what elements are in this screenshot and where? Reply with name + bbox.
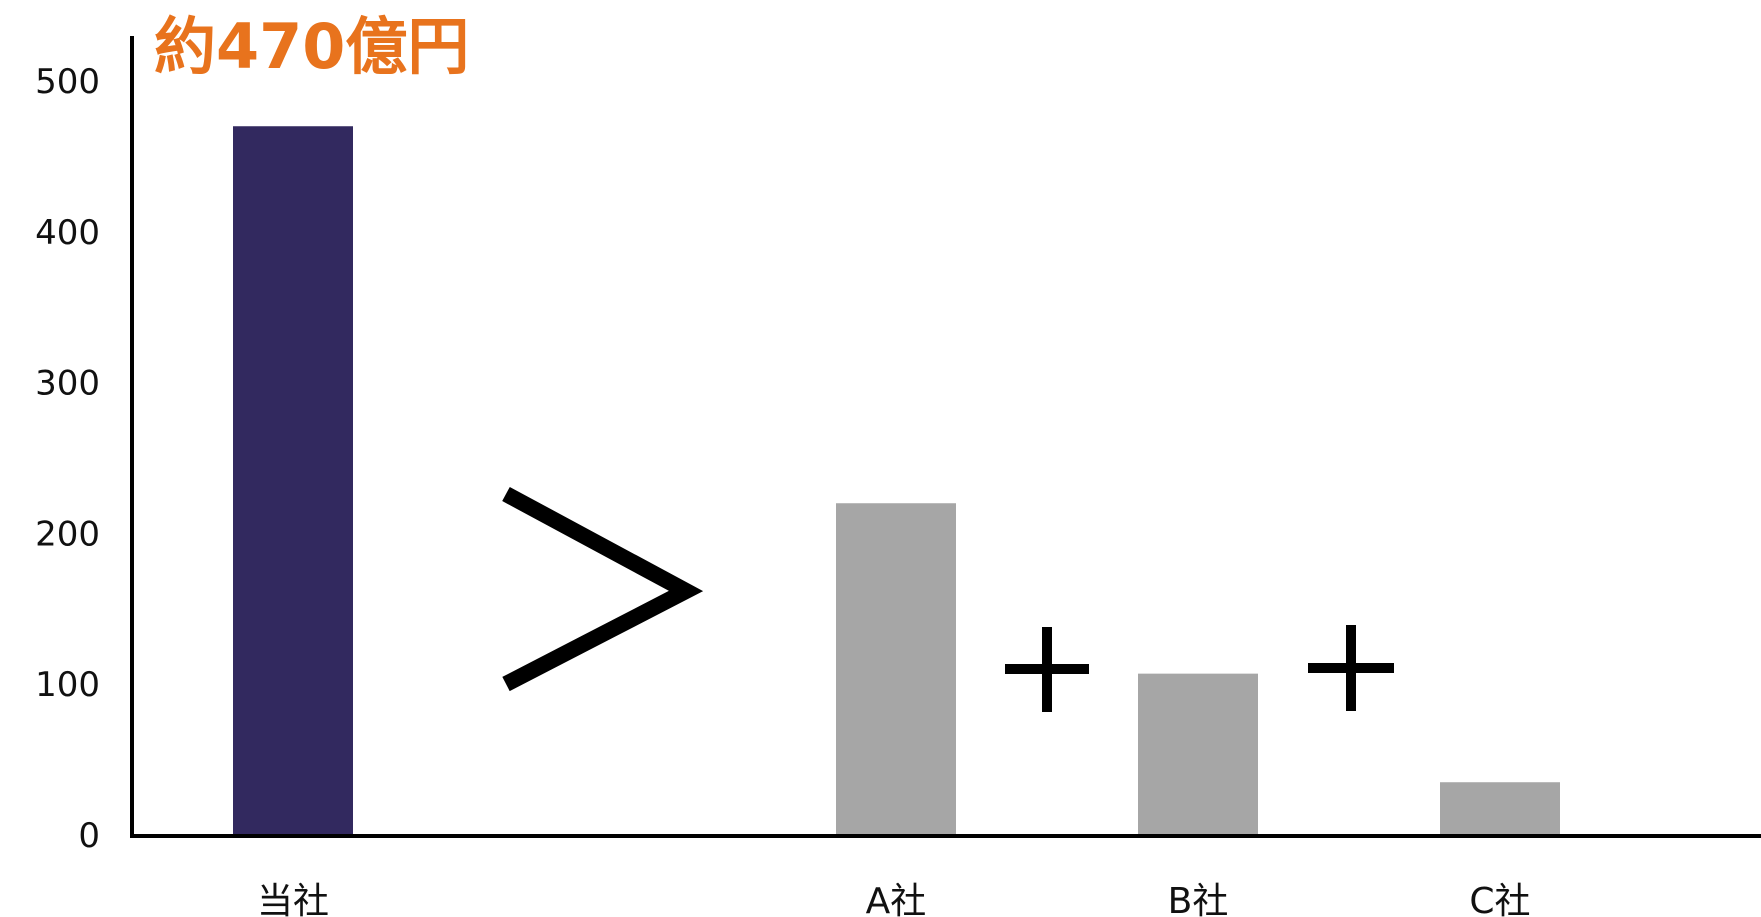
bar-5 bbox=[1440, 782, 1560, 835]
category-label: C社 bbox=[1469, 881, 1530, 917]
y-tick-label: 500 bbox=[35, 62, 100, 102]
y-tick-label: 100 bbox=[35, 665, 100, 705]
plus-symbol-2 bbox=[1308, 625, 1394, 711]
greater-than-label: > bbox=[550, 598, 551, 601]
greater-than-symbol: > bbox=[502, 486, 704, 692]
annotation-label: 約470億円 bbox=[154, 10, 469, 83]
category-label: B社 bbox=[1168, 881, 1229, 917]
category-labels-group: 当社 A社 B社 C社 bbox=[257, 881, 1531, 917]
y-tick-label: 0 bbox=[78, 816, 100, 856]
bar-4 bbox=[1138, 673, 1258, 835]
y-tick-label: 400 bbox=[35, 213, 100, 253]
bar-3 bbox=[836, 503, 956, 835]
y-tick-label: 200 bbox=[35, 514, 100, 554]
y-ticks-group: 0 100 200 300 400 500 bbox=[35, 62, 100, 856]
category-label: 当社 bbox=[257, 881, 329, 917]
category-label: A社 bbox=[866, 881, 927, 917]
plus-symbol-1 bbox=[1005, 627, 1089, 712]
bar-1 bbox=[233, 126, 353, 836]
y-tick-label: 300 bbox=[35, 364, 100, 404]
bars-group bbox=[233, 126, 1560, 836]
